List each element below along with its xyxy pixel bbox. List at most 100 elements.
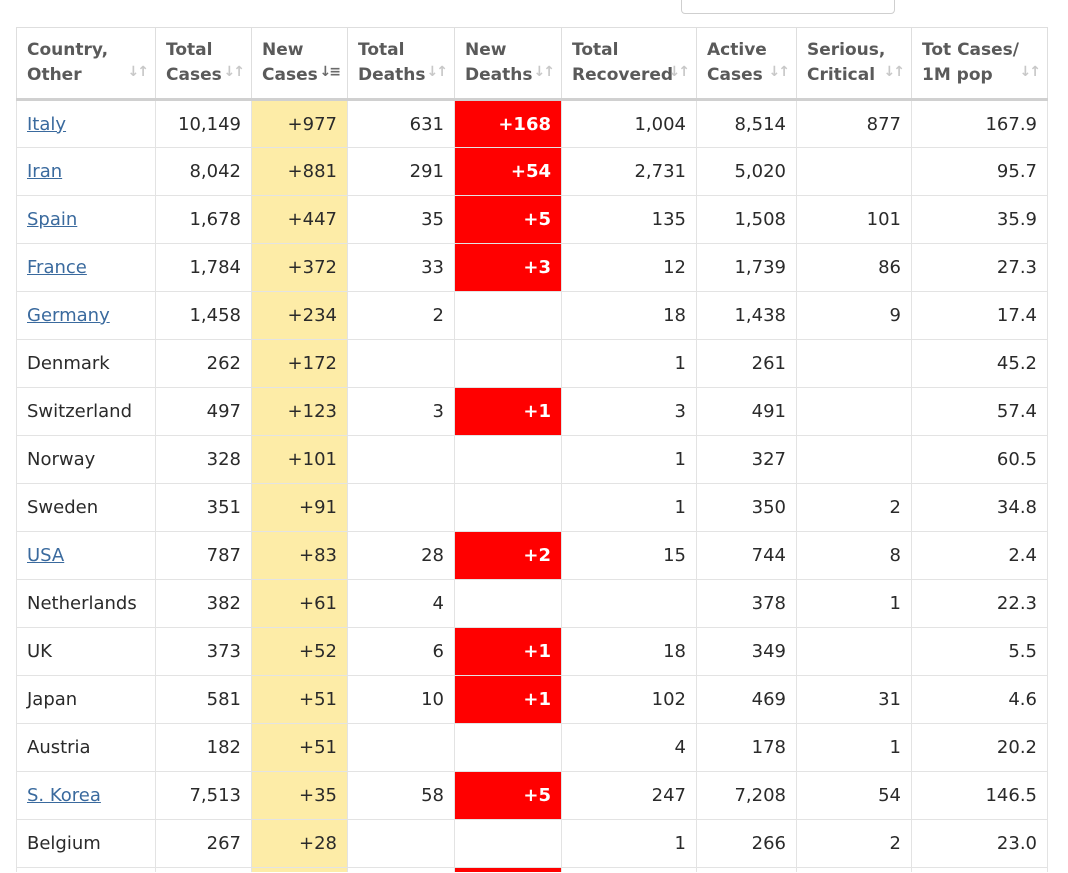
country-link[interactable]: USA <box>27 545 65 566</box>
active-cases-cell: 5,020 <box>696 147 797 196</box>
country-link[interactable]: Spain <box>27 209 78 230</box>
sort-icon[interactable]: ↓↑ <box>223 64 246 80</box>
country-link[interactable]: Iran <box>27 161 63 182</box>
active-cases-cell: 327 <box>696 435 797 484</box>
column-header-active-cases[interactable]: Active Cases ↓↑ <box>696 27 797 101</box>
country-cell: Iran <box>16 147 156 196</box>
serious-critical-cell <box>796 435 912 484</box>
country-link[interactable]: Germany <box>27 305 110 326</box>
table-cell <box>454 867 562 872</box>
active-cases-cell: 744 <box>696 531 797 580</box>
column-header-new-deaths[interactable]: New Deaths ↓↑ <box>454 27 562 101</box>
search-input[interactable] <box>681 0 895 14</box>
new-deaths-cell: +5 <box>454 195 562 244</box>
total-recovered-cell: 2,731 <box>561 147 697 196</box>
table-row: Netherlands 382 +61 4 378 1 22.3 <box>16 579 1048 628</box>
total-deaths-cell: 2 <box>347 291 455 340</box>
table-row <box>16 867 1048 872</box>
country-cell: Switzerland <box>16 387 156 436</box>
column-header-cases-per-million[interactable]: Tot Cases/1M pop ↓↑ <box>911 27 1048 101</box>
total-recovered-cell: 1,004 <box>561 99 697 148</box>
table-row: Sweden 351 +91 1 350 2 34.8 <box>16 483 1048 532</box>
total-cases-cell: 1,784 <box>155 243 252 292</box>
column-header-new-cases[interactable]: New Cases ↓≡ <box>251 27 348 101</box>
cases-per-million-cell: 5.5 <box>911 627 1048 676</box>
total-cases-cell: 182 <box>155 723 252 772</box>
serious-critical-cell: 8 <box>796 531 912 580</box>
total-deaths-cell: 291 <box>347 147 455 196</box>
table-row: Iran 8,042 +881 291 +54 2,731 5,020 95.7 <box>16 147 1048 196</box>
total-deaths-cell: 10 <box>347 675 455 724</box>
country-name: Denmark <box>27 353 110 374</box>
country-name: Switzerland <box>27 401 132 422</box>
sort-icon[interactable]: ↓↑ <box>1019 64 1042 80</box>
country-cell: Norway <box>16 435 156 484</box>
sort-desc-icon[interactable]: ↓≡ <box>319 64 342 80</box>
new-cases-cell: +83 <box>251 531 348 580</box>
total-deaths-cell: 28 <box>347 531 455 580</box>
total-cases-cell: 7,513 <box>155 771 252 820</box>
active-cases-cell: 1,739 <box>696 243 797 292</box>
column-header-label: Recovered <box>572 65 674 85</box>
total-deaths-cell: 35 <box>347 195 455 244</box>
column-header-label: Other <box>27 65 82 85</box>
column-header-serious-critical[interactable]: Serious, Critical ↓↑ <box>796 27 912 101</box>
new-deaths-cell <box>454 435 562 484</box>
sort-icon[interactable]: ↓↑ <box>533 64 556 80</box>
sort-icon[interactable]: ↓↑ <box>668 64 691 80</box>
sort-icon[interactable]: ↓↑ <box>426 64 449 80</box>
total-recovered-cell <box>561 579 697 628</box>
column-header-label: Total <box>166 40 213 60</box>
sort-icon[interactable]: ↓↑ <box>127 64 150 80</box>
new-deaths-cell: +2 <box>454 531 562 580</box>
column-header-label: Tot Cases/ <box>922 40 1019 60</box>
sort-icon[interactable]: ↓↑ <box>768 64 791 80</box>
total-recovered-cell: 12 <box>561 243 697 292</box>
active-cases-cell: 266 <box>696 819 797 868</box>
serious-critical-cell: 2 <box>796 483 912 532</box>
serious-critical-cell: 101 <box>796 195 912 244</box>
country-name: UK <box>27 641 52 662</box>
table-row: Norway 328 +101 1 327 60.5 <box>16 435 1048 484</box>
sort-icon[interactable]: ↓↑ <box>883 64 906 80</box>
new-cases-cell: +234 <box>251 291 348 340</box>
table-row: USA 787 +83 28 +2 15 744 8 2.4 <box>16 531 1048 580</box>
active-cases-cell: 350 <box>696 483 797 532</box>
country-name: Austria <box>27 737 91 758</box>
table-cell <box>796 867 912 872</box>
total-deaths-cell: 33 <box>347 243 455 292</box>
country-cell: Netherlands <box>16 579 156 628</box>
table-cell <box>561 867 697 872</box>
table-row: Austria 182 +51 4 178 1 20.2 <box>16 723 1048 772</box>
cases-per-million-cell: 146.5 <box>911 771 1048 820</box>
total-recovered-cell: 247 <box>561 771 697 820</box>
new-cases-cell: +35 <box>251 771 348 820</box>
table-row: Spain 1,678 +447 35 +5 135 1,508 101 35.9 <box>16 195 1048 244</box>
total-cases-cell: 10,149 <box>155 99 252 148</box>
new-cases-cell: +123 <box>251 387 348 436</box>
column-header-label: Total <box>358 40 405 60</box>
serious-critical-cell: 877 <box>796 99 912 148</box>
country-cell: Denmark <box>16 339 156 388</box>
total-cases-cell: 382 <box>155 579 252 628</box>
table-row: Switzerland 497 +123 3 +1 3 491 57.4 <box>16 387 1048 436</box>
total-deaths-cell <box>347 435 455 484</box>
country-link[interactable]: S. Korea <box>27 785 101 806</box>
country-link[interactable]: Italy <box>27 113 67 135</box>
active-cases-cell: 261 <box>696 339 797 388</box>
new-deaths-cell <box>454 483 562 532</box>
cases-per-million-cell: 23.0 <box>911 819 1048 868</box>
total-cases-cell: 328 <box>155 435 252 484</box>
column-header-total-cases[interactable]: Total Cases ↓↑ <box>155 27 252 101</box>
total-cases-cell: 373 <box>155 627 252 676</box>
column-header-total-recovered[interactable]: Total Recovered ↓↑ <box>561 27 697 101</box>
active-cases-cell: 1,508 <box>696 195 797 244</box>
new-cases-cell: +51 <box>251 675 348 724</box>
table-row: Japan 581 +51 10 +1 102 469 31 4.6 <box>16 675 1048 724</box>
country-link[interactable]: France <box>27 257 87 278</box>
column-header-country[interactable]: Country, Other ↓↑ <box>16 27 156 101</box>
total-recovered-cell: 4 <box>561 723 697 772</box>
active-cases-cell: 349 <box>696 627 797 676</box>
new-deaths-cell <box>454 291 562 340</box>
column-header-total-deaths[interactable]: Total Deaths ↓↑ <box>347 27 455 101</box>
